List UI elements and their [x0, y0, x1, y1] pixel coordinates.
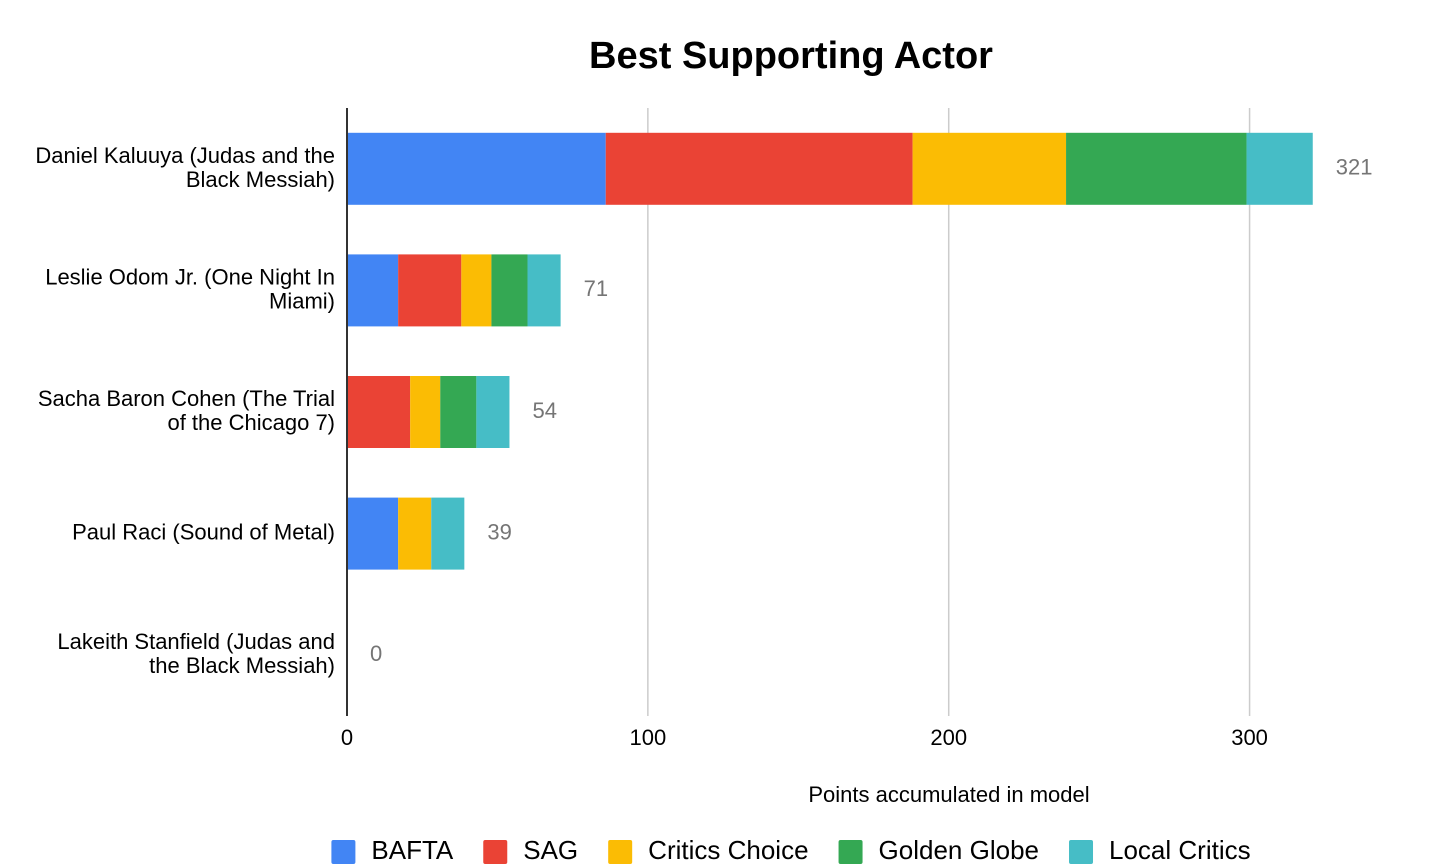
- legend-label: Critics Choice: [648, 835, 808, 865]
- bar-segment: [605, 132, 913, 205]
- x-tick-label: 100: [629, 725, 666, 750]
- value-label: 39: [487, 519, 511, 544]
- bar-segment: [491, 254, 528, 327]
- chart-title: Best Supporting Actor: [589, 35, 993, 77]
- legend-swatch: [838, 840, 863, 864]
- legend-swatch: [331, 840, 356, 864]
- y-tick-label: Lakeith Stanfield (Judas and the Black Me…: [57, 629, 335, 678]
- x-tick-label: 200: [930, 725, 967, 750]
- bar-segment: [1066, 132, 1247, 205]
- legend-swatch: [608, 840, 633, 864]
- bar-segment: [398, 497, 432, 570]
- y-tick-label: Paul Raci (Sound of Metal): [72, 519, 335, 544]
- x-axis-label: Points accumulated in model: [808, 782, 1089, 807]
- legend-swatch: [483, 840, 508, 864]
- y-tick-label: Sacha Baron Cohen (The Trial of the Chica…: [38, 386, 335, 435]
- bar-segment: [347, 254, 399, 327]
- value-label: 71: [584, 276, 608, 301]
- x-tick-label: 300: [1231, 725, 1268, 750]
- bar-segment: [912, 132, 1067, 205]
- bar-segment: [527, 254, 561, 327]
- bar-segment: [347, 376, 411, 448]
- bar-segment: [347, 132, 606, 205]
- bar-segment: [431, 497, 465, 570]
- bar-segment: [347, 497, 399, 570]
- y-tick-label: Daniel Kaluuya (Judas and the Black Messi…: [35, 143, 335, 192]
- y-tick-label: Leslie Odom Jr. (One Night In Miami): [45, 264, 335, 313]
- value-label: 54: [532, 398, 556, 423]
- bar-segment: [461, 254, 492, 327]
- legend-label: SAG: [523, 835, 578, 865]
- value-label: 321: [1336, 155, 1373, 180]
- bar-segment: [398, 254, 462, 327]
- bar-segment: [476, 376, 510, 448]
- x-tick-label: 0: [341, 725, 353, 750]
- legend-swatch: [1069, 840, 1094, 864]
- bar-segment: [1246, 132, 1313, 205]
- legend-label: Local Critics: [1109, 835, 1251, 865]
- bar-segment: [440, 376, 477, 448]
- bar-segment: [410, 376, 441, 448]
- value-label: 0: [370, 641, 382, 666]
- legend-label: BAFTA: [371, 835, 454, 865]
- legend-label: Golden Globe: [879, 835, 1039, 865]
